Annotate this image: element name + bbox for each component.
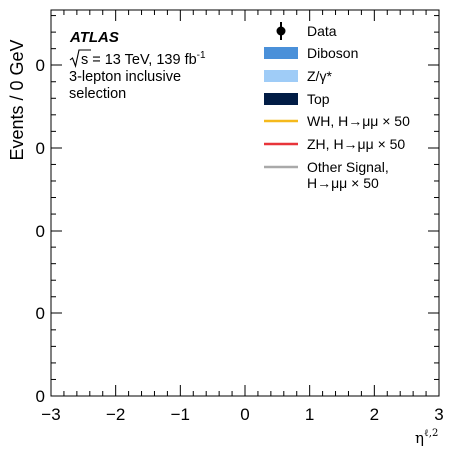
- x-tick-label: 0: [240, 405, 249, 424]
- legend-label: WH, H→μμ × 50: [307, 113, 410, 129]
- x-tick-label: −1: [171, 405, 190, 424]
- selection-line-2: selection: [69, 86, 126, 102]
- energy-label: s = 13 TeV, 139 fb-1: [69, 49, 206, 68]
- y-axis-label: Events / 0 GeV: [7, 39, 27, 160]
- axis-ticks: [50, 10, 440, 397]
- legend-label: Top: [307, 91, 330, 107]
- legend-swatch: [264, 47, 298, 59]
- legend-label: Data: [307, 23, 337, 39]
- atlas-label: ATLAS: [69, 29, 119, 46]
- x-tick-label: −2: [106, 405, 125, 424]
- selection-line-1: 3-lepton inclusive: [69, 69, 181, 85]
- legend-item: Diboson: [264, 45, 358, 61]
- energy-text: s = 13 TeV, 139 fb-1: [81, 50, 206, 68]
- y-tick-labels: 0 0 0 0 0: [36, 56, 45, 406]
- x-axis-label-sup: ℓ,2: [424, 428, 438, 439]
- legend-label: ZH, H→μμ × 50: [307, 136, 405, 152]
- y-tick-label: 0: [36, 139, 45, 158]
- x-tick-label: 1: [305, 405, 314, 424]
- energy-sup: -1: [197, 50, 206, 61]
- y-tick-label: 0: [36, 222, 45, 241]
- sqrt-s-text: s: [81, 52, 88, 68]
- legend: Data Diboson Z/γ* Top WH, H→μμ × 50 ZH, H→μμ …: [264, 22, 410, 191]
- legend-label-line2: H→μμ × 50: [307, 175, 379, 191]
- y-tick-label: 0: [36, 304, 45, 323]
- legend-item: ZH, H→μμ × 50: [264, 136, 405, 152]
- y-tick-label: 0: [36, 387, 45, 406]
- legend-item: Top: [264, 91, 330, 107]
- legend-item: Other Signal,H→μμ × 50: [264, 159, 389, 191]
- legend-swatch: [264, 70, 298, 82]
- legend-item: Data: [276, 22, 337, 40]
- x-tick-labels: −3 −2 −1 0 1 2 3: [41, 405, 443, 424]
- y-tick-label: 0: [36, 56, 45, 75]
- sqrt-symbol: [69, 49, 91, 68]
- legend-item: Z/γ*: [264, 68, 332, 84]
- x-axis-label: ηℓ,2: [415, 428, 438, 447]
- energy-value: = 13 TeV, 139 fb: [92, 52, 196, 68]
- x-tick-label: 2: [370, 405, 379, 424]
- legend-label: Other Signal,: [307, 159, 389, 175]
- x-tick-label: 3: [434, 405, 443, 424]
- x-tick-label: −3: [41, 405, 60, 424]
- legend-item: WH, H→μμ × 50: [264, 113, 410, 129]
- legend-swatch: [264, 93, 298, 105]
- legend-data-marker: [276, 26, 286, 36]
- x-axis-label-main: η: [415, 429, 424, 447]
- legend-label: Diboson: [307, 45, 358, 61]
- legend-label: Z/γ*: [307, 68, 332, 84]
